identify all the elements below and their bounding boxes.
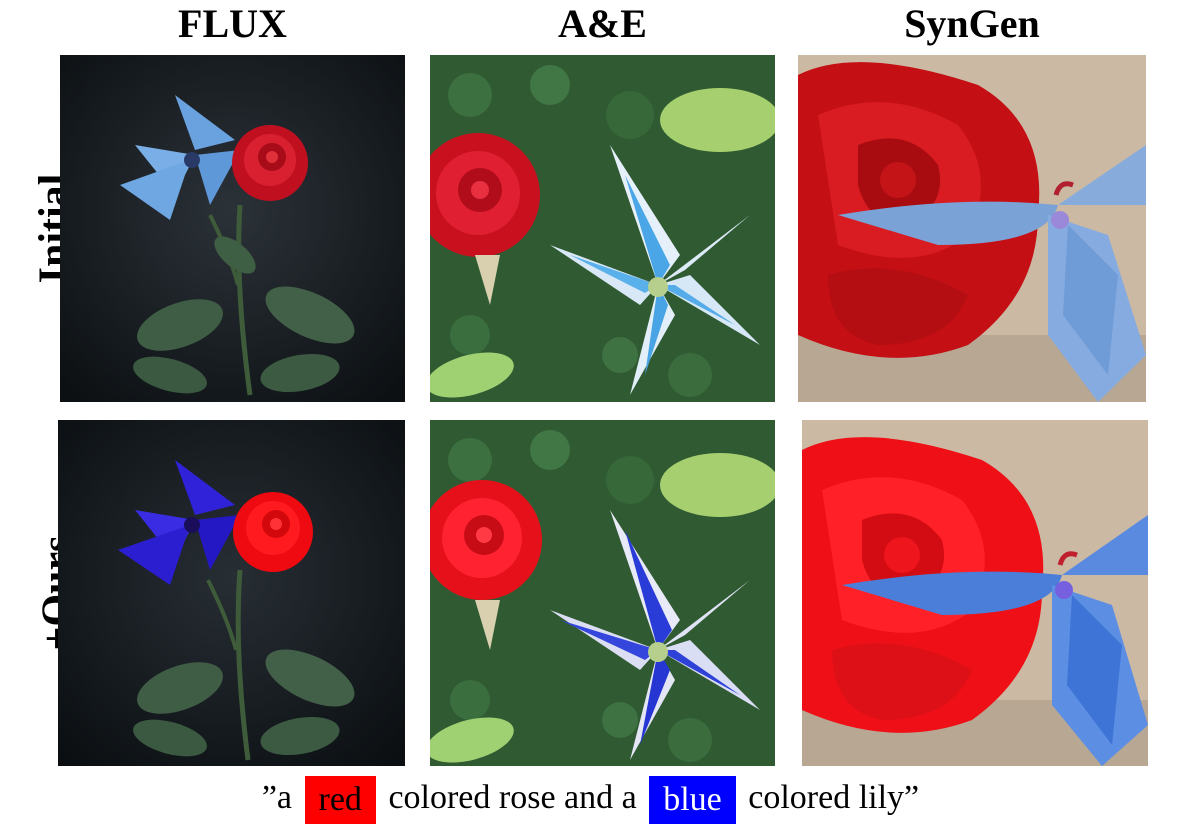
column-title-flux: FLUX	[178, 1, 287, 46]
caption-blue-chip: blue	[649, 776, 736, 825]
caption-open: ”a	[261, 779, 293, 816]
image-syngen-ours	[802, 420, 1148, 766]
image-flux-ours	[58, 420, 405, 766]
image-flux-initial	[60, 55, 405, 402]
prompt-caption: ”a red colored rose and a blue colored l…	[0, 768, 1181, 828]
column-title-ae: A&E	[558, 1, 647, 46]
image-ae-initial	[430, 55, 775, 402]
image-syngen-initial	[798, 55, 1146, 402]
caption-close: colored lily”	[748, 779, 920, 816]
caption-middle: colored rose and a	[388, 779, 637, 816]
column-title-syngen: SynGen	[904, 1, 1040, 46]
row-label-initial: Initial	[31, 173, 78, 284]
caption-red-chip: red	[304, 776, 376, 825]
image-ae-ours	[430, 420, 775, 766]
row-label-ours: +Ours	[34, 535, 81, 651]
